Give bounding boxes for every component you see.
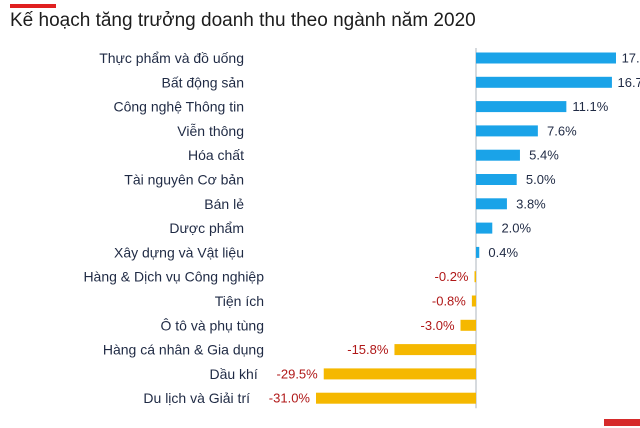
bar [394,344,476,355]
bar [476,198,507,209]
value-label: 17.2% [622,51,640,66]
bar [316,393,476,404]
value-label: 5.4% [529,148,559,163]
bar [476,101,566,112]
bar [476,174,517,185]
category-label: Bán lẻ [204,196,244,212]
category-label: Công nghệ Thông tin [113,99,244,115]
value-label: -0.8% [432,294,466,309]
bar [476,77,612,88]
bar [476,125,538,136]
bar [475,271,477,282]
brand-logo-mark [604,419,640,426]
category-label: Hàng & Dịch vụ Công nghiệp [83,269,264,285]
value-label: 5.0% [526,172,556,187]
bar [324,368,476,379]
category-label: Thực phẩm và đồ uống [99,50,244,66]
category-label: Dược phẩm [169,220,244,236]
bar [461,320,476,331]
value-label: 3.8% [516,196,546,211]
value-label: -15.8% [347,342,389,357]
category-label: Du lịch và Giải trí [143,390,250,406]
category-label: Hóa chất [188,147,244,163]
category-label: Viễn thông [177,123,244,139]
category-label: Dầu khí [209,366,257,382]
bar [476,53,616,64]
category-label: Ô tô và phụ tùng [160,317,264,333]
value-label: -0.2% [435,269,469,284]
category-label: Bất động sản [161,74,244,90]
bar [476,150,520,161]
value-label: 2.0% [501,221,531,236]
value-label: -31.0% [269,391,311,406]
bar [476,223,492,234]
value-label: -29.5% [277,366,319,381]
category-label: Hàng cá nhân & Gia dụng [103,342,264,358]
value-label: 7.6% [547,123,577,138]
value-label: -3.0% [421,318,455,333]
value-label: 0.4% [488,245,518,260]
category-label: Tài nguyên Cơ bản [124,172,244,188]
category-label: Xây dựng và Vật liệu [114,244,244,260]
bar [472,296,476,307]
bar [476,247,479,258]
category-label: Tiện ích [215,293,264,309]
value-label: 11.1% [572,99,608,114]
value-label: 16.7% [617,75,640,90]
